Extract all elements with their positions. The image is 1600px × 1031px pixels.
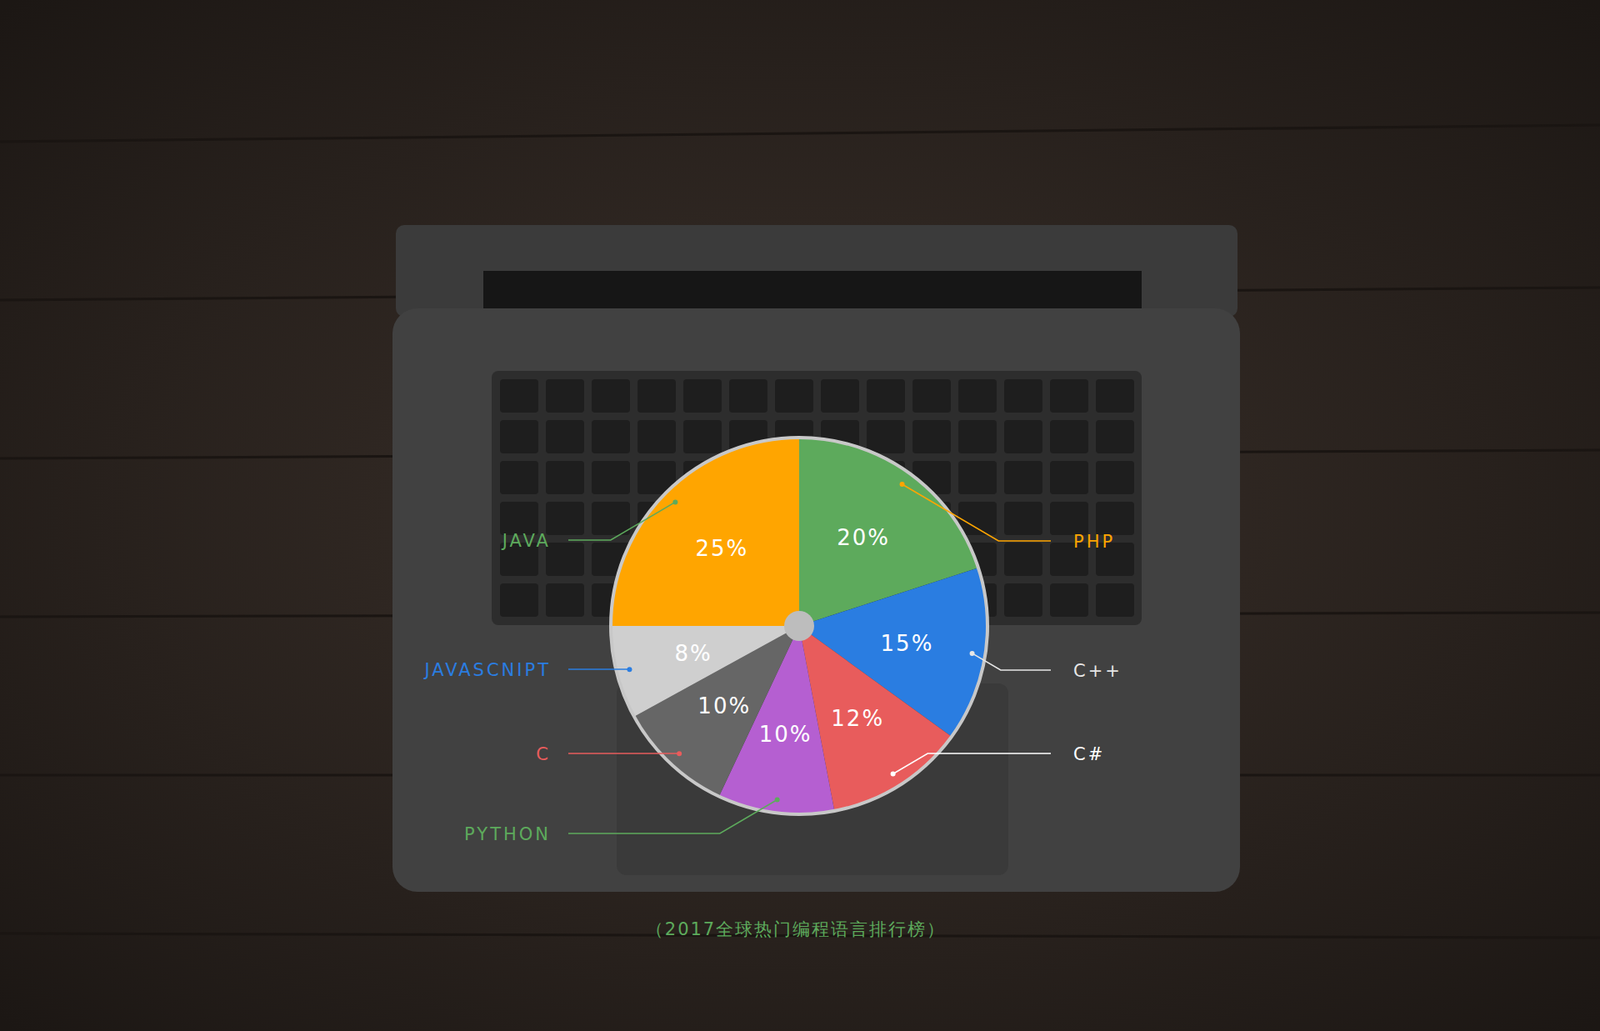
key	[500, 379, 539, 413]
key	[683, 420, 722, 454]
key	[1095, 379, 1135, 413]
key	[637, 379, 676, 413]
leader-line	[568, 668, 630, 670]
leader-dot	[900, 481, 905, 487]
key	[820, 379, 860, 413]
key	[591, 379, 630, 413]
laptop-keyboard	[491, 370, 1142, 625]
key	[1050, 501, 1089, 535]
slice-value-label: 15%	[880, 630, 935, 656]
leader-line	[972, 653, 1051, 670]
pie-slice	[610, 437, 800, 626]
key	[545, 420, 585, 454]
key	[545, 379, 585, 413]
leader-dot	[626, 666, 632, 672]
key	[958, 501, 997, 535]
key	[683, 379, 722, 413]
key	[1095, 583, 1135, 617]
key	[500, 501, 539, 535]
slice-value-label: 12%	[830, 705, 885, 731]
key	[500, 583, 539, 617]
key	[729, 379, 768, 413]
chart-canvas: 20% PHP 15% C++ 12% C# 10% PYTHON 10% C 8% JAVASCNI…	[0, 0, 1600, 1031]
category-label: PHP	[1073, 531, 1115, 552]
leader-dot	[676, 750, 682, 756]
key	[1095, 501, 1135, 535]
slice-value-label: 25%	[695, 535, 749, 561]
leader-dot	[890, 770, 896, 776]
category-label: PYTHON	[464, 824, 551, 845]
key	[1050, 583, 1089, 617]
category-label: JAVASCNIPT	[422, 660, 551, 680]
key	[866, 379, 905, 413]
key	[1004, 542, 1043, 576]
key	[1004, 583, 1043, 617]
key	[958, 379, 997, 413]
category-label: C++	[1073, 660, 1123, 681]
key	[1004, 501, 1043, 535]
leader-dot	[672, 499, 678, 505]
slice-value-label: 8%	[674, 640, 712, 666]
key	[591, 460, 630, 495]
category-label: C	[535, 744, 551, 765]
category-label: C#	[1073, 744, 1105, 765]
slice-value-label: 10%	[697, 693, 751, 719]
key	[1095, 460, 1135, 495]
leader-line	[568, 800, 778, 834]
key	[545, 460, 585, 495]
key	[1004, 460, 1043, 495]
key	[1095, 420, 1135, 454]
labels: 20% PHP 15% C++ 12% C# 10% PYTHON 10% C 8% JAVASCNI…	[422, 481, 1122, 845]
key	[545, 501, 585, 535]
key	[500, 460, 539, 495]
leader-line	[568, 501, 675, 540]
pie-center	[784, 610, 815, 641]
key	[958, 420, 997, 454]
background	[0, 0, 1600, 1031]
key	[775, 379, 814, 413]
leader-dot	[775, 797, 780, 803]
key	[545, 542, 585, 576]
pie-border	[610, 437, 988, 815]
leader-line	[893, 753, 1051, 774]
category-label: JAVA	[500, 530, 551, 551]
key	[591, 501, 630, 535]
leader-line	[568, 752, 680, 755]
slice-value-label: 20%	[836, 525, 890, 550]
key	[591, 420, 630, 454]
key	[637, 420, 676, 454]
key	[958, 460, 997, 495]
key	[912, 379, 951, 413]
key	[1004, 379, 1043, 413]
leader-line	[902, 484, 1051, 541]
wood-seam	[0, 125, 1600, 142]
key	[1050, 379, 1089, 413]
pie	[610, 437, 988, 815]
laptop-body	[392, 308, 1240, 892]
key	[500, 420, 539, 454]
chart-title: （2017全球热门编程语言排行榜）	[645, 919, 946, 940]
key	[545, 583, 585, 617]
leader-dot	[970, 650, 975, 656]
key	[866, 420, 905, 454]
key	[1004, 420, 1043, 454]
key	[1050, 420, 1089, 454]
slice-value-label: 10%	[759, 721, 813, 747]
key	[1050, 460, 1089, 495]
key	[912, 420, 951, 454]
